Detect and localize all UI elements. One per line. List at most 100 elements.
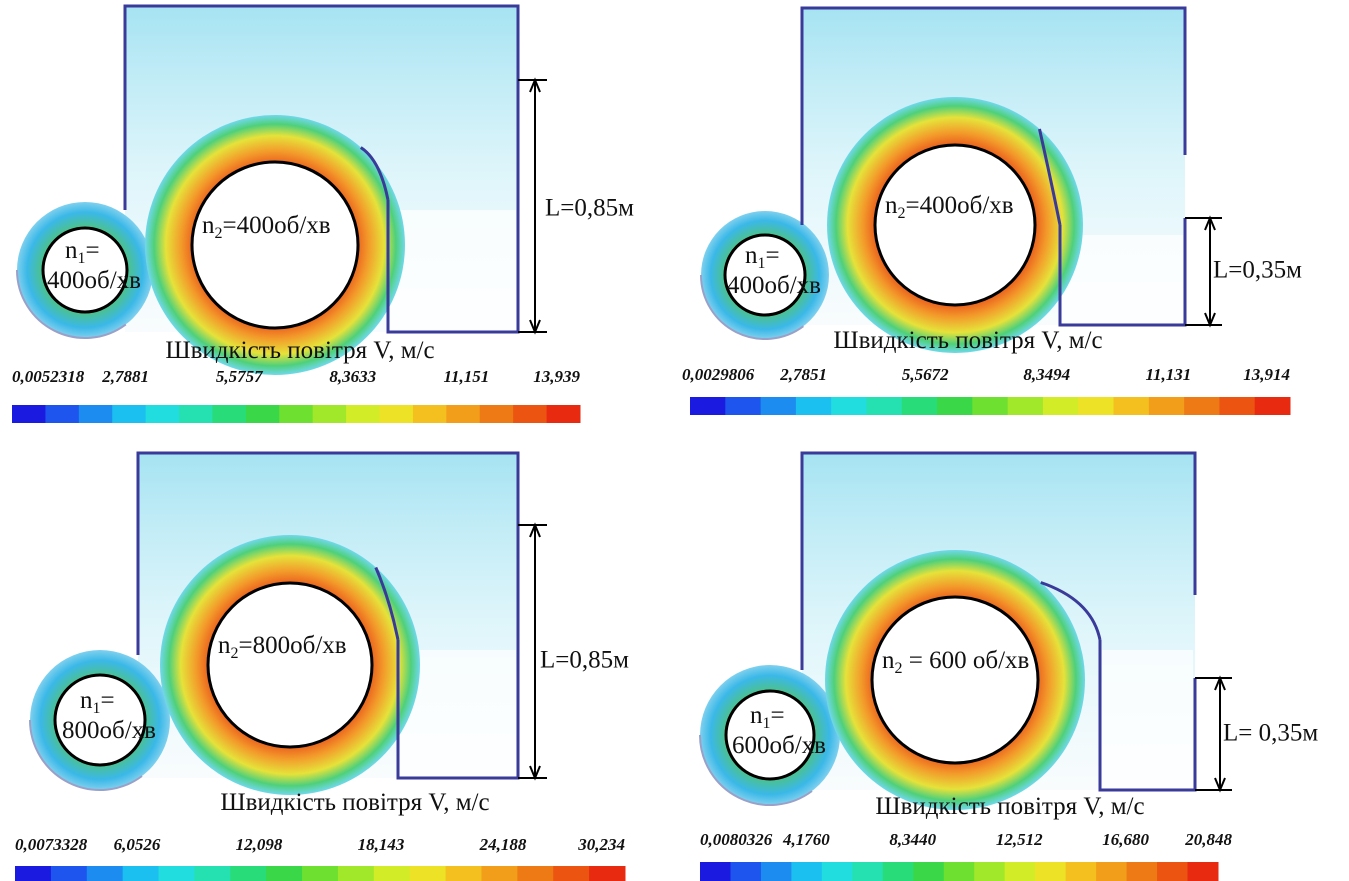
colorbar-tick-label: 13,914 <box>1243 365 1290 384</box>
large-rotor-label: n2 = 600 об/хв <box>882 647 1029 677</box>
subscript: 1 <box>758 255 766 272</box>
colorbar-tick-label: 6,0526 <box>114 835 161 854</box>
volute-outline <box>29 719 143 791</box>
colorbar-tick-label: 0,0029806 <box>682 365 755 384</box>
colorbar-segment <box>831 397 867 415</box>
colorbar-tick-label: 0,0073328 <box>15 835 88 854</box>
colorbar-segment <box>1254 397 1291 415</box>
colorbar-segment <box>446 405 481 423</box>
colorbar-segment <box>517 866 554 881</box>
colorbar-tick-label: 2,7881 <box>101 367 149 386</box>
colorbar-segment <box>12 405 46 423</box>
colorbar-tick-label: 11,151 <box>443 367 489 386</box>
colorbar-tick-label: 5,5672 <box>902 365 949 384</box>
colorbar-segment <box>86 866 124 881</box>
small-rotor <box>724 689 816 781</box>
colorbar-tick-label: 13,939 <box>533 367 580 386</box>
symbol: n <box>885 192 898 219</box>
colorbar-tick-label: 8,3494 <box>1023 365 1070 384</box>
volute-outline <box>699 734 813 806</box>
colorbar-tick-label: 8,3633 <box>329 367 376 386</box>
colorbar-segment <box>852 862 884 881</box>
colorbar-title: Швидкість повітря V, м/с <box>875 793 1144 820</box>
colorbar-segment <box>409 866 447 881</box>
colorbar-segment <box>866 397 903 415</box>
colorbar-segment <box>212 405 247 423</box>
symbol: n <box>750 702 763 729</box>
colorbar-segment <box>279 405 314 423</box>
speed: = 600 об/хв <box>903 647 1030 674</box>
symbol: n <box>202 212 215 239</box>
colorbar-tick-label: 30,234 <box>577 835 625 854</box>
housing-outline <box>123 4 520 334</box>
small-rotor-speed: 800об/хв <box>62 717 156 744</box>
speed: =400об/хв <box>906 192 1014 219</box>
equals: = <box>86 237 100 264</box>
colorbar-segment <box>937 397 973 415</box>
colorbar-segment <box>1113 397 1150 415</box>
colorbar-title: Швидкість повітря V, м/с <box>165 337 434 364</box>
arrow-head <box>529 77 541 335</box>
colorbar-segment <box>145 405 180 423</box>
colorbar-tick-label: 4,1760 <box>782 830 830 849</box>
colorbar-segment <box>445 866 482 881</box>
large-rotor <box>206 581 374 749</box>
colorbar-title: Швидкість повітря V, м/с <box>833 327 1102 354</box>
colorbar-segment <box>45 405 80 423</box>
length-label: L= 0,35м <box>1223 720 1318 747</box>
colorbar-segment <box>158 866 195 881</box>
colorbar-segment <box>730 862 762 881</box>
colorbar-segment <box>312 405 347 423</box>
outlet-region <box>1062 235 1183 323</box>
colorbar-segment <box>373 866 411 881</box>
colorbar-segment <box>412 405 447 423</box>
colorbar-title: Швидкість повітря V, м/с <box>220 789 489 816</box>
length-label: L=0,85м <box>540 647 629 674</box>
colorbar-segment <box>1184 397 1220 415</box>
subscript: 1 <box>78 250 86 267</box>
small-rotor-speed: 400об/хв <box>47 267 141 294</box>
subscript: 2 <box>231 645 239 662</box>
colorbar-segment <box>230 866 267 881</box>
housing-outline <box>800 451 1197 792</box>
small-rotor-label: n1= <box>80 687 115 717</box>
colorbar-segment <box>1157 862 1189 881</box>
colorbar-segment <box>791 862 823 881</box>
length-label: L=0,85м <box>545 195 634 222</box>
colorbar-segment <box>1065 862 1097 881</box>
colorbar-segment <box>513 405 548 423</box>
housing-outline <box>800 6 1187 327</box>
arrow-head <box>529 522 541 781</box>
equals: = <box>101 687 115 714</box>
colorbar-segment <box>821 862 853 881</box>
outlet-region <box>1102 650 1193 788</box>
colorbar-segment <box>1078 397 1115 415</box>
colorbar-segment <box>795 397 832 415</box>
colorbar-segment <box>481 866 518 881</box>
colorbar-tick-label: 20,848 <box>1184 830 1232 849</box>
colorbar-segment <box>1126 862 1158 881</box>
colorbar-tick-label: 24,188 <box>479 835 527 854</box>
colorbar-tick-label: 0,0052318 <box>12 367 85 386</box>
colorbar-tick-label: 5,5757 <box>216 367 264 386</box>
large-rotor <box>870 595 1040 765</box>
outlet-region <box>390 210 516 330</box>
colorbar-segment <box>302 866 339 881</box>
colorbar-segment <box>546 405 581 423</box>
colorbar-segment <box>346 405 381 423</box>
colorbar-segment <box>760 397 797 415</box>
small-rotor-label: n1= <box>65 237 100 267</box>
colorbar-segment <box>882 862 914 881</box>
colorbar-segment <box>553 866 590 881</box>
colorbar-segment <box>112 405 147 423</box>
colorbar-segment <box>15 866 52 881</box>
colorbar-segment <box>1187 862 1219 881</box>
colorbar-segment <box>589 866 626 881</box>
subscript: 2 <box>895 660 903 677</box>
small-rotor-speed: 600об/хв <box>732 732 826 759</box>
colorbar-tick-label: 11,131 <box>1145 365 1191 384</box>
